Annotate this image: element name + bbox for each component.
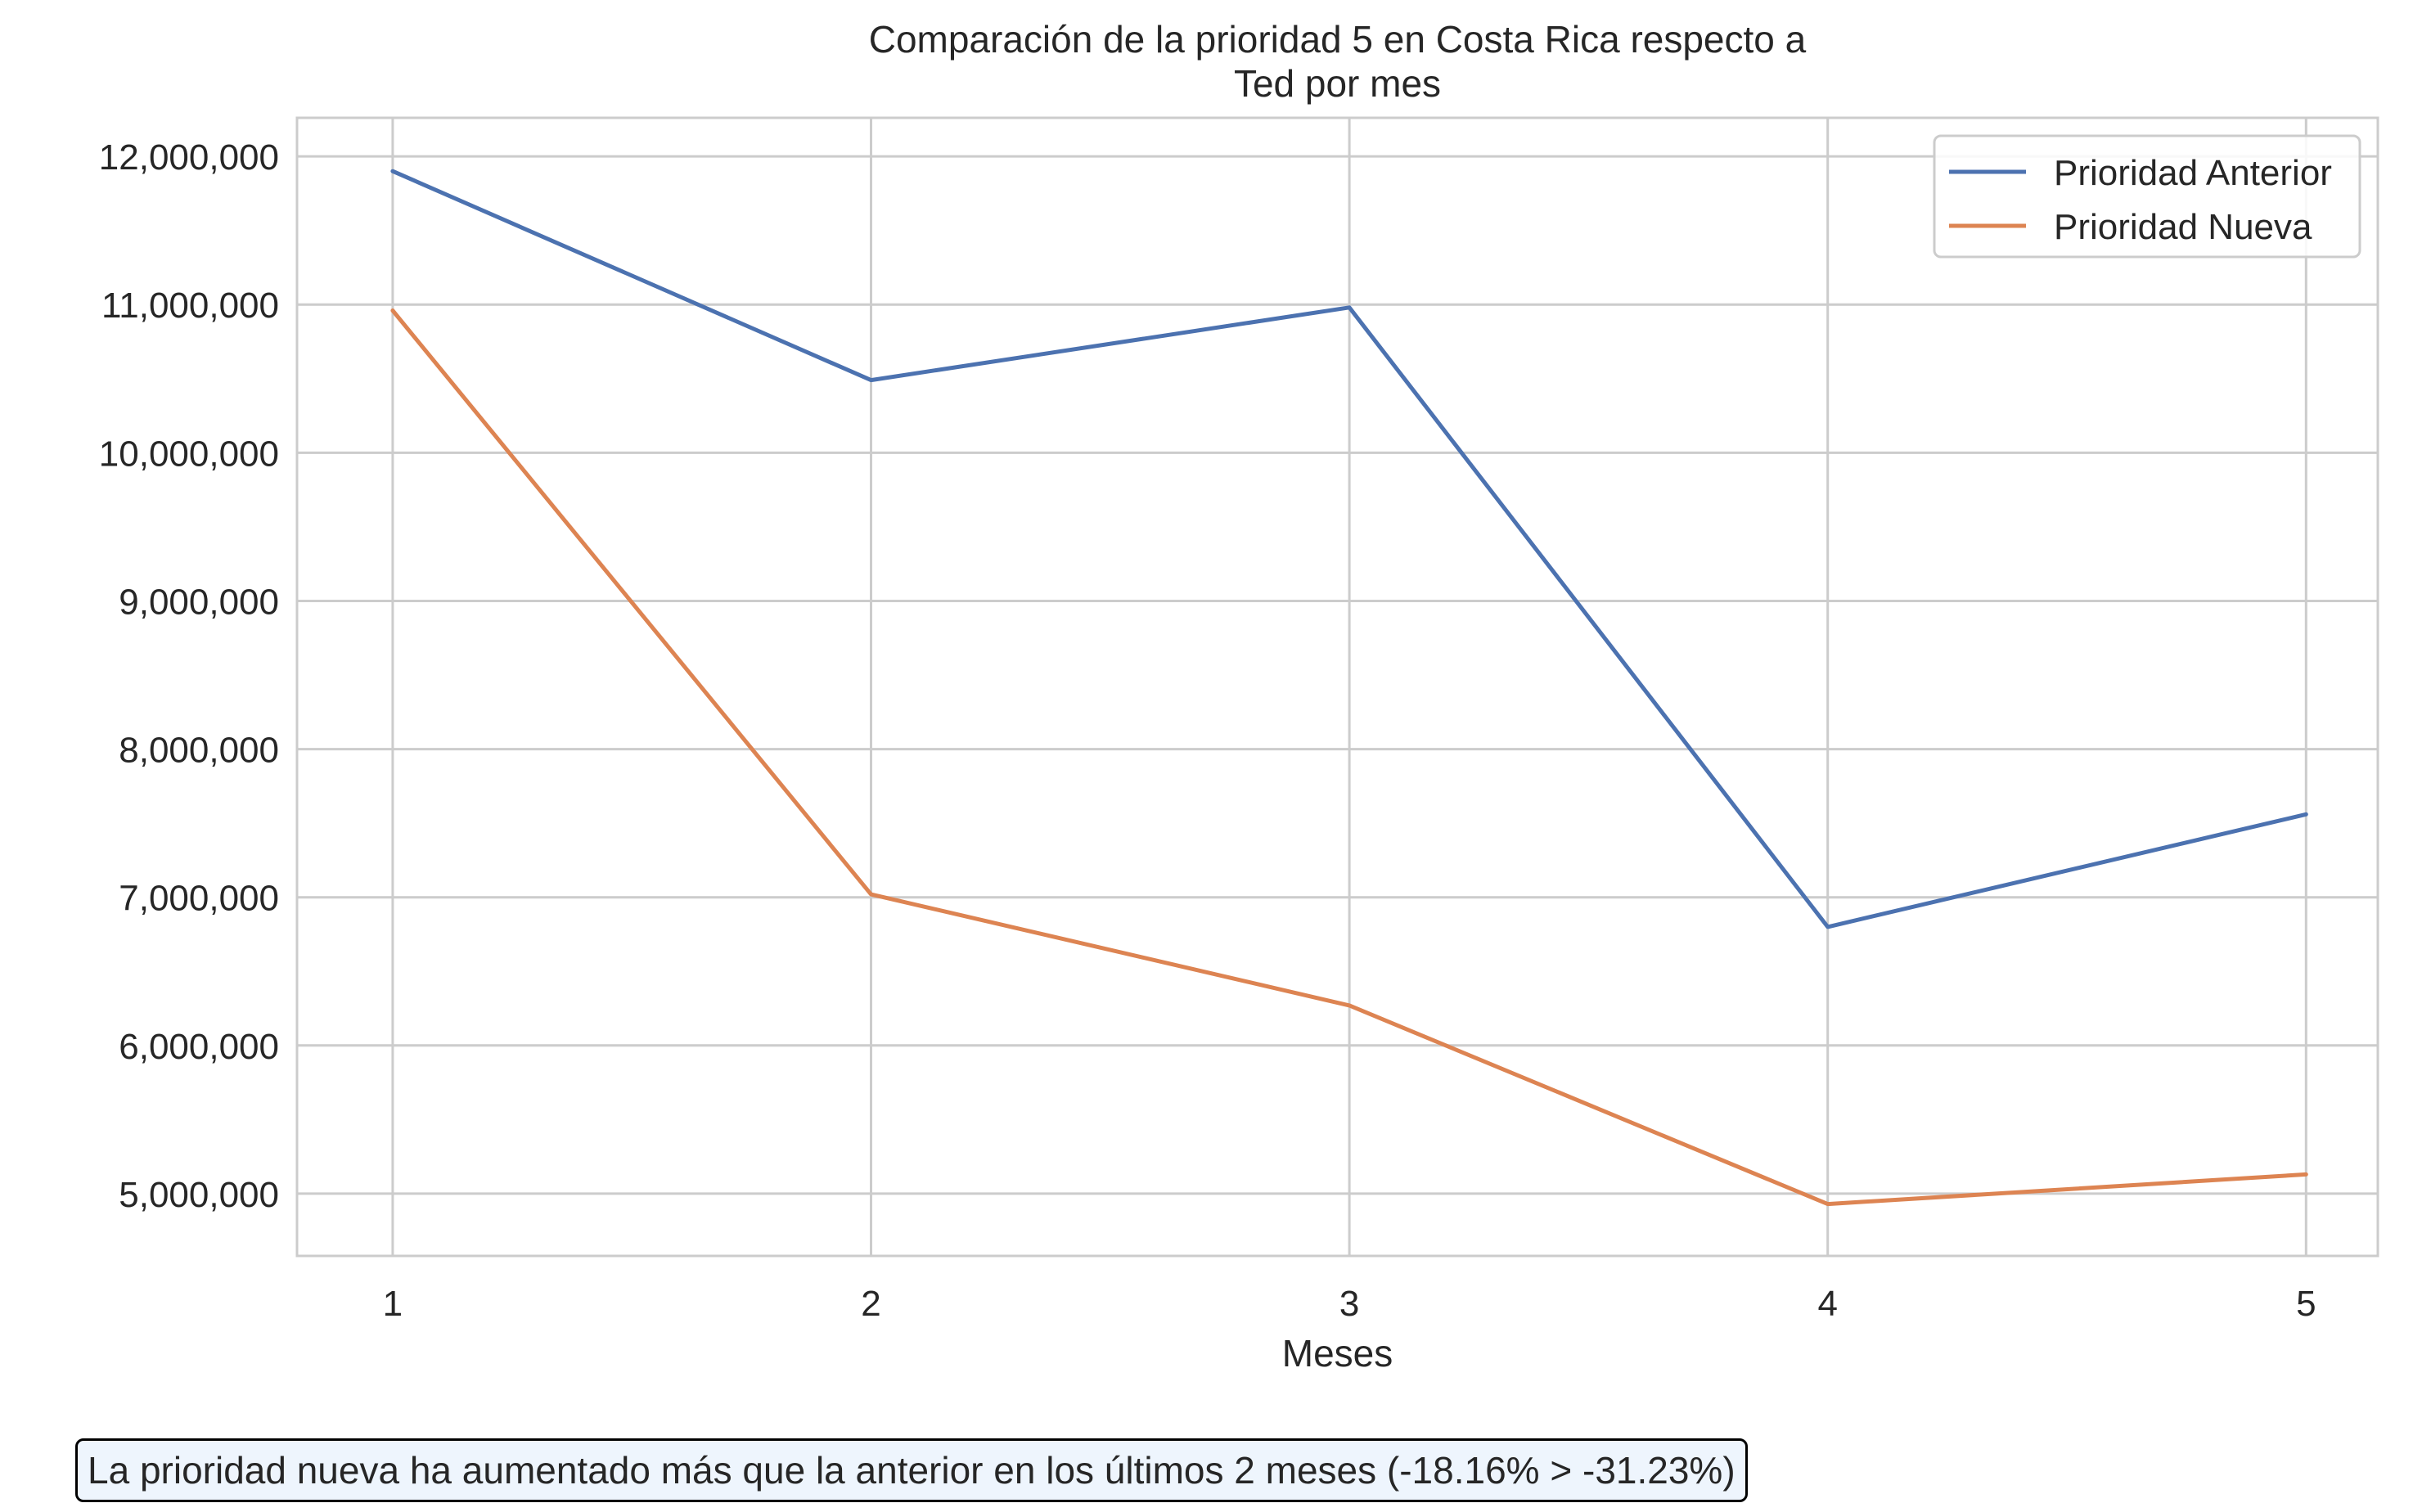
chart-title: Comparación de la prioridad 5 en Costa R… (869, 18, 1807, 105)
annotation-box: La prioridad nueva ha aumentado más que … (75, 1438, 1748, 1502)
x-tick-label: 5 (2296, 1284, 2316, 1324)
y-tick-label: 7,000,000 (119, 879, 279, 919)
x-tick-label: 1 (383, 1284, 403, 1324)
chart-title-line: Comparación de la prioridad 5 en Costa R… (869, 18, 1807, 61)
x-tick-label: 4 (1817, 1284, 1837, 1324)
legend: Prioridad Anterior Prioridad Nueva (1933, 134, 2361, 259)
y-tick-label: 6,000,000 (119, 1027, 279, 1067)
x-axis-tick-labels: 1 2 3 4 5 (383, 1284, 2316, 1324)
series-line-prioridad-anterior (390, 169, 2308, 929)
annotation-text: La prioridad nueva ha aumentado más que … (88, 1449, 1735, 1492)
y-tick-label: 10,000,000 (99, 434, 279, 474)
y-tick-label: 8,000,000 (119, 731, 279, 771)
series-lines (390, 169, 2308, 1207)
y-tick-label: 5,000,000 (119, 1175, 279, 1215)
x-tick-label: 2 (861, 1284, 880, 1324)
y-tick-label: 12,000,000 (99, 137, 279, 178)
plot-area-frame (295, 116, 2379, 1258)
legend-box (1933, 134, 2361, 259)
y-tick-label: 9,000,000 (119, 582, 279, 622)
x-tick-label: 3 (1339, 1284, 1359, 1324)
legend-label: Prioridad Nueva (2054, 207, 2312, 247)
grid-lines (297, 118, 2378, 1256)
series-line-prioridad-nueva (390, 308, 2308, 1207)
chart-title-line: Ted por mes (1234, 62, 1441, 105)
y-axis-tick-labels: 5,000,000 6,000,000 7,000,000 8,000,000 9,00… (99, 137, 279, 1215)
legend-label: Prioridad Anterior (2054, 153, 2332, 193)
y-tick-label: 11,000,000 (101, 286, 279, 326)
x-axis-label: Meses (1282, 1332, 1393, 1375)
